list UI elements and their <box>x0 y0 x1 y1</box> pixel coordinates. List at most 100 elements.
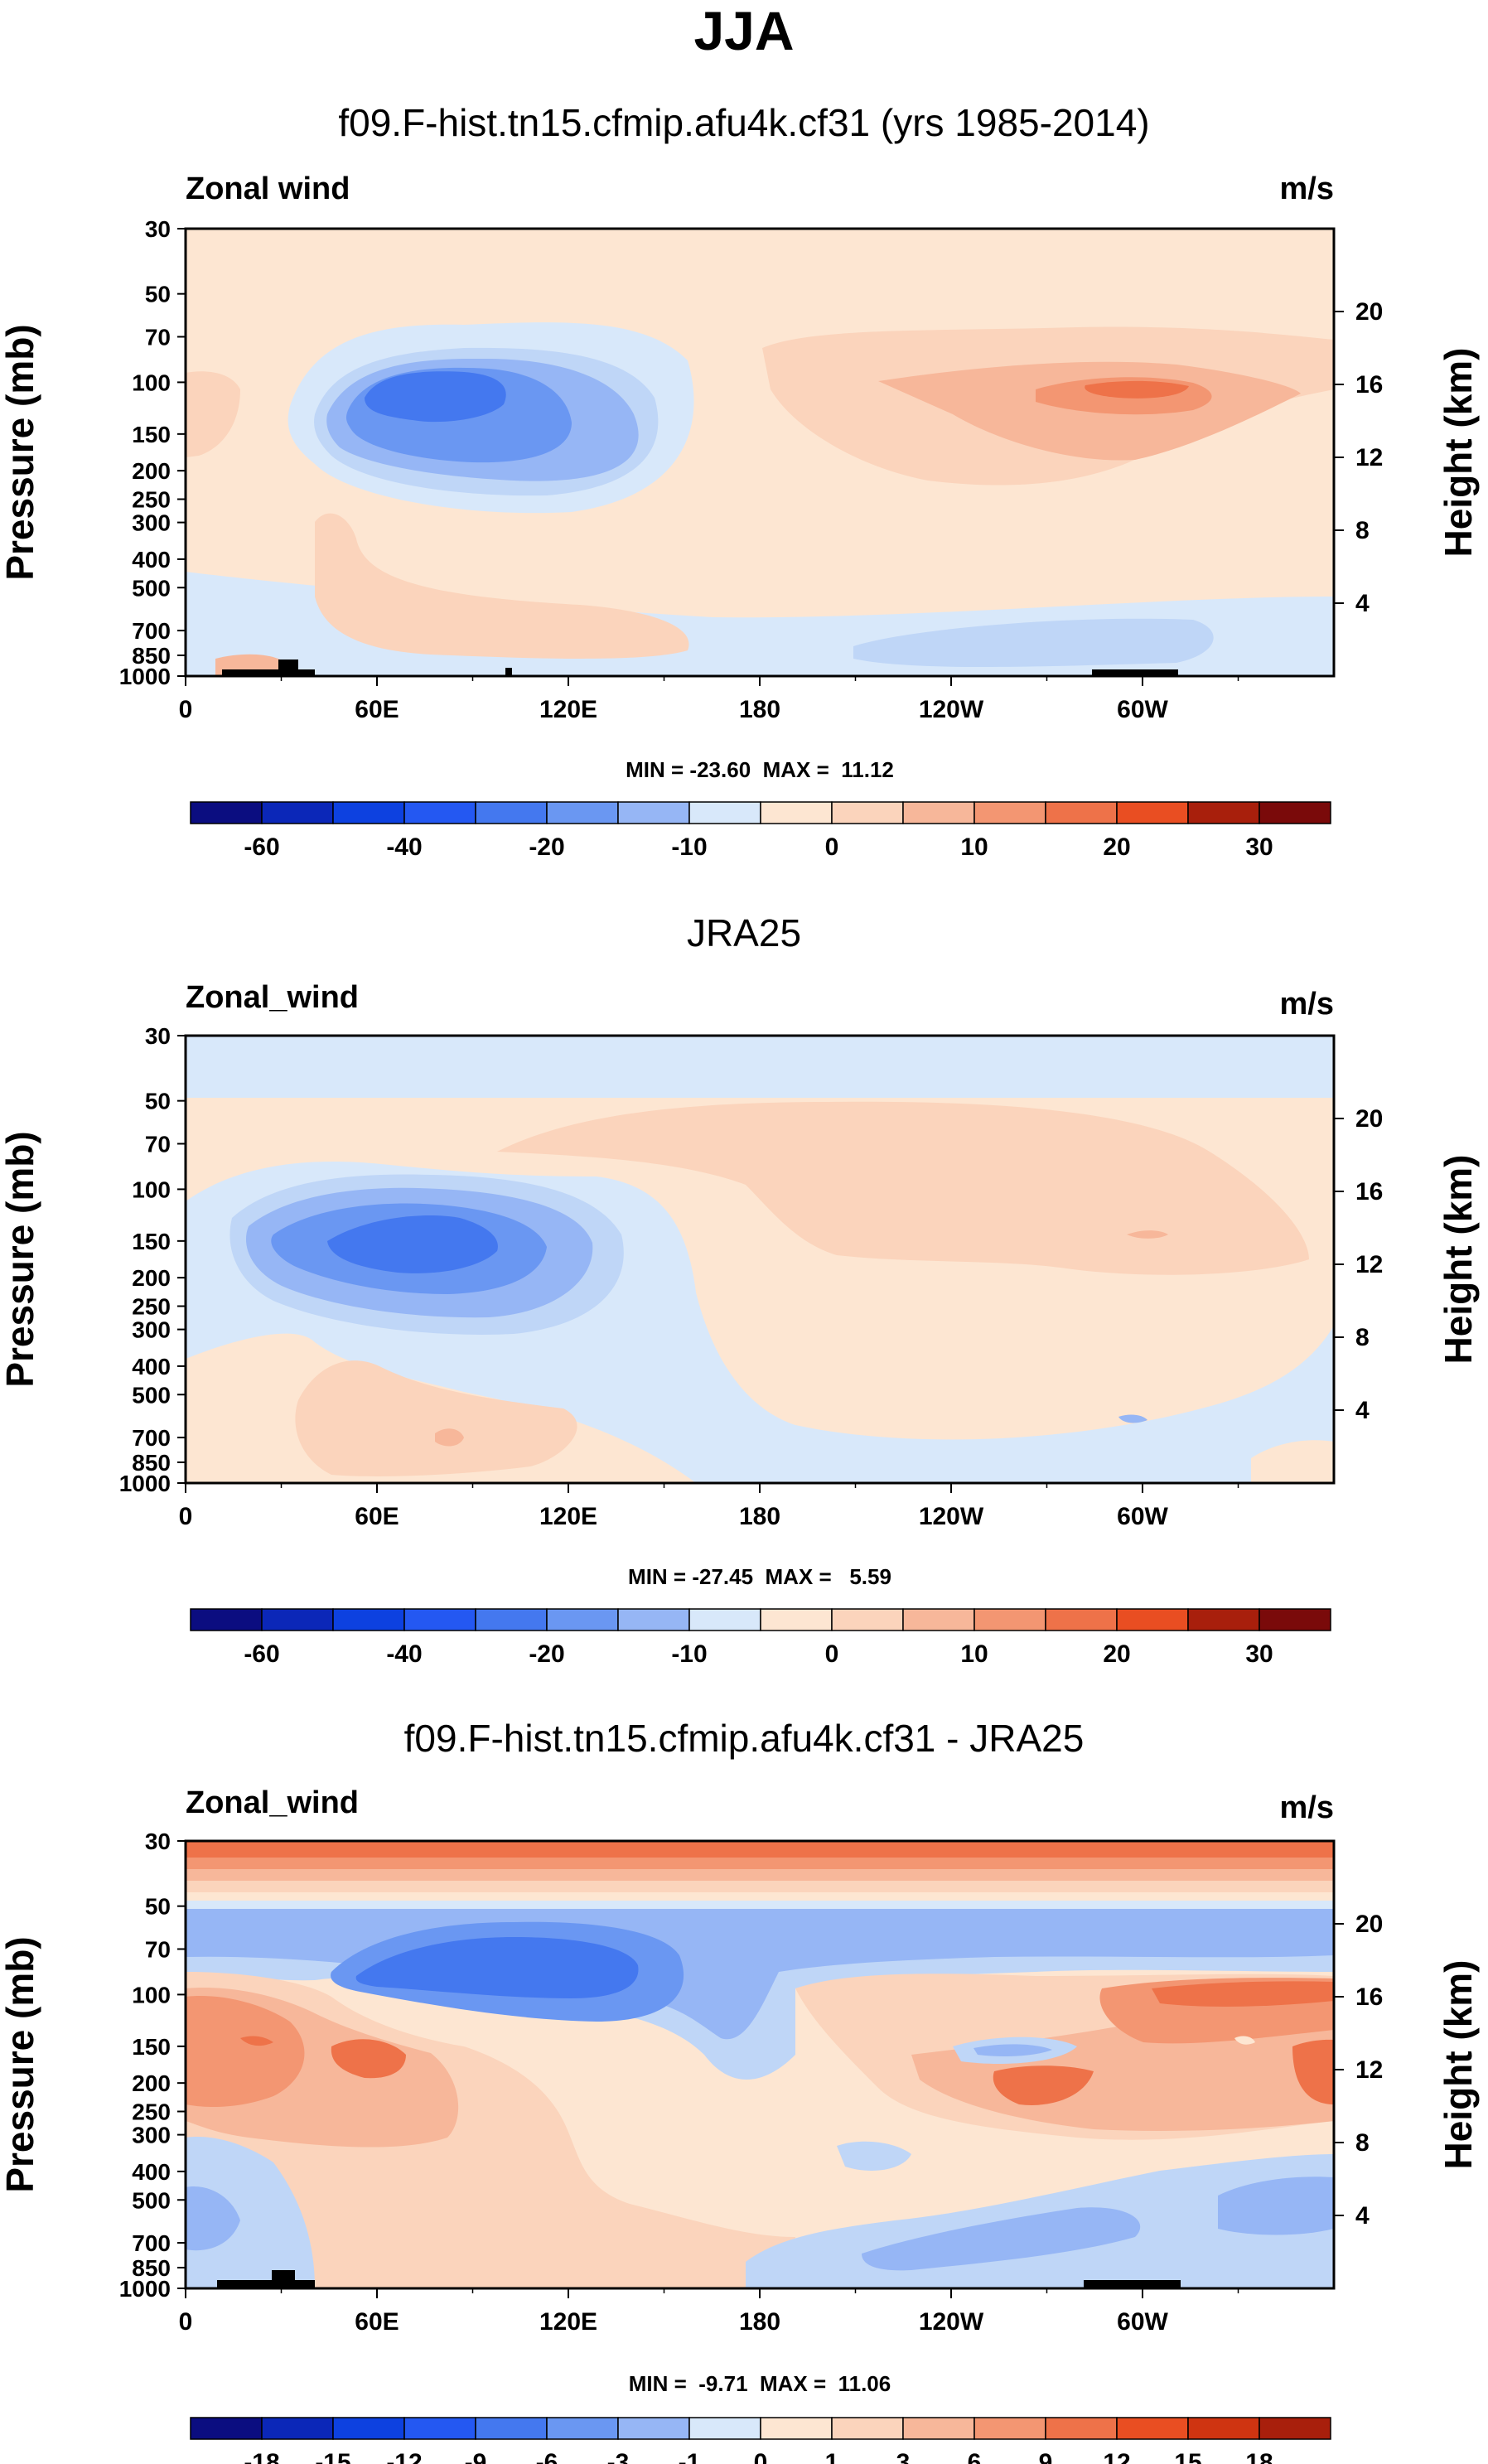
colorbar-bin <box>617 801 690 824</box>
longitude-tick-label: 180 <box>739 1503 780 1530</box>
panel-1-units-label: m/s <box>1280 172 1334 206</box>
colorbar-bin <box>760 2417 833 2440</box>
pressure-tick-label: 30 <box>145 1023 171 1049</box>
shading-easterly-core <box>327 1215 498 1273</box>
longitude-tick-label: 0 <box>179 696 193 723</box>
topography-andes <box>1092 669 1178 676</box>
colorbar-bin <box>973 2417 1046 2440</box>
panel-1-colorbar: -60 -40 -20 -10 0 10 20 30 <box>190 801 1331 861</box>
longitude-tick-label: 60E <box>355 1503 399 1530</box>
panel-3-ylabel: Pressure (mb) <box>0 1936 41 2192</box>
colorbar-label: -1 <box>679 2449 701 2464</box>
height-tick-label: 16 <box>1355 371 1383 399</box>
colorbar-label: 9 <box>1039 2449 1053 2464</box>
colorbar-bin <box>332 801 405 824</box>
longitude-tick-label: 180 <box>739 696 780 723</box>
colorbar-bin <box>261 1608 334 1631</box>
colorbar-bin <box>1259 801 1331 824</box>
colorbar-bin <box>1045 801 1118 824</box>
colorbar-label: -10 <box>671 1640 707 1668</box>
longitude-tick-label: 60E <box>355 2308 399 2336</box>
longitude-tick-label: 60W <box>1117 1503 1168 1530</box>
longitude-tick-label: 120W <box>919 696 984 723</box>
topography-asia-p3 <box>217 2270 315 2288</box>
longitude-tick-label: 120E <box>539 696 597 723</box>
colorbar-bin <box>902 2417 975 2440</box>
panel-1-variable-label: Zonal wind <box>186 172 350 206</box>
panel-3-units-label: m/s <box>1280 1790 1334 1825</box>
colorbar-bin <box>403 2417 476 2440</box>
pressure-tick-label: 500 <box>132 2187 171 2213</box>
panel-1-minmax: MIN = -23.60 MAX = 11.12 <box>626 757 894 782</box>
colorbar-bin <box>546 1608 619 1631</box>
panel-3-ylabel-right: Height (km) <box>1437 1960 1480 2170</box>
shading-easterly-core <box>365 371 506 423</box>
pressure-tick-label: 500 <box>132 1382 171 1408</box>
colorbar-bin <box>617 1608 690 1631</box>
height-tick-label: 12 <box>1355 444 1383 471</box>
pressure-tick-label: 850 <box>132 2255 171 2281</box>
colorbar-label: -40 <box>386 833 422 861</box>
pressure-tick-label: 150 <box>132 422 171 447</box>
panel-3: f09.F-hist.tn15.cfmip.afu4k.cf31 - JRA25… <box>0 1717 1480 2464</box>
pressure-tick-label: 200 <box>132 2070 171 2096</box>
shading-lower-left-core <box>186 1996 305 2107</box>
pressure-tick-label: 500 <box>132 575 171 601</box>
pressure-tick-label: 50 <box>145 1894 171 1920</box>
pressure-tick-label: 300 <box>132 1317 171 1343</box>
colorbar-label: -20 <box>529 833 564 861</box>
colorbar-bin <box>688 801 761 824</box>
longitude-tick-label: 60W <box>1117 696 1168 723</box>
colorbar-bin <box>1116 1608 1189 1631</box>
shading-lower-westerly <box>315 513 689 659</box>
panel-2-colorbar: -60 -40 -20 -10 0 10 20 30 <box>190 1608 1331 1668</box>
colorbar-bin <box>332 2417 405 2440</box>
panel-2-title: JRA25 <box>687 911 801 954</box>
colorbar-bin <box>688 1608 761 1631</box>
height-tick-label: 4 <box>1355 590 1370 617</box>
colorbar-label: 20 <box>1103 1640 1130 1668</box>
shading-westerly-core <box>1085 380 1189 399</box>
colorbar-bin <box>1259 1608 1331 1631</box>
panel-1-ylabel: Pressure (mb) <box>0 324 41 580</box>
colorbar-bin <box>902 1608 975 1631</box>
height-tick-label: 12 <box>1355 1251 1383 1278</box>
colorbar-bin <box>831 2417 904 2440</box>
colorbar-label: 0 <box>825 833 839 861</box>
longitude-tick-label: 120W <box>919 2308 984 2336</box>
pressure-tick-label: 700 <box>132 618 171 644</box>
longitude-tick-label: 0 <box>179 2308 193 2336</box>
height-tick-label: 16 <box>1355 1983 1383 2011</box>
colorbar-bin <box>973 801 1046 824</box>
pressure-tick-label: 400 <box>132 2159 171 2185</box>
colorbar-bin <box>190 1608 263 1631</box>
height-tick-label: 20 <box>1355 298 1383 326</box>
pressure-tick-label: 300 <box>132 2123 171 2148</box>
pressure-tick-label: 850 <box>132 1450 171 1476</box>
height-tick-label: 8 <box>1355 2129 1370 2157</box>
colorbar-bin <box>403 801 476 824</box>
height-tick-label: 8 <box>1355 517 1370 544</box>
colorbar-label: 30 <box>1245 833 1273 861</box>
pressure-tick-label: 1000 <box>119 2276 171 2302</box>
panel-3-colorbar: -18 -15 -12 -9 -6 -3 -1 0 1 3 6 9 12 15 18 <box>190 2417 1331 2464</box>
colorbar-bin <box>1187 2417 1260 2440</box>
pressure-tick-label: 1000 <box>119 1471 171 1496</box>
panel-3-variable-label: Zonal_wind <box>186 1785 359 1820</box>
colorbar-bin <box>1259 2417 1331 2440</box>
panel-2-variable-label: Zonal_wind <box>186 980 359 1015</box>
colorbar-bin <box>190 801 263 824</box>
pressure-tick-label: 250 <box>132 487 171 513</box>
colorbar-label: 15 <box>1174 2449 1201 2464</box>
height-tick-label: 8 <box>1355 1324 1370 1351</box>
pressure-tick-label: 70 <box>145 1936 171 1962</box>
pressure-tick-label: 200 <box>132 1265 171 1291</box>
height-tick-label: 4 <box>1355 2202 1370 2230</box>
pressure-tick-label: 700 <box>132 1425 171 1451</box>
colorbar-label: -3 <box>607 2449 630 2464</box>
shading-lower-westerly-core <box>435 1428 464 1447</box>
colorbar-bin <box>760 801 833 824</box>
colorbar-label: 12 <box>1103 2449 1130 2464</box>
